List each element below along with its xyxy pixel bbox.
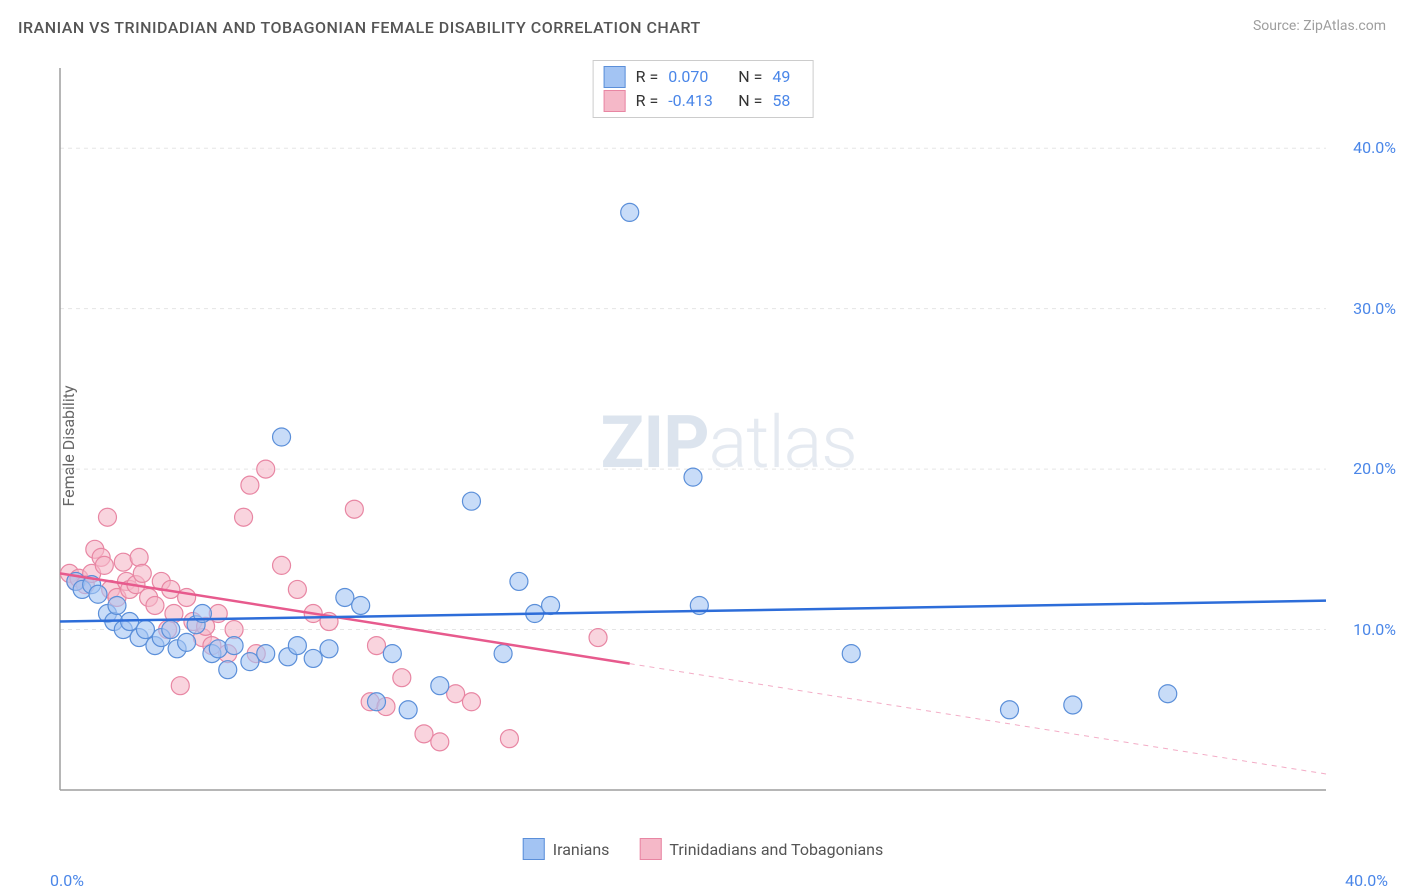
y-tick-label: 30.0% [1353, 299, 1396, 318]
x-tick-min: 0.0% [50, 871, 84, 890]
x-tick-max: 40.0% [1345, 871, 1388, 890]
series-legend: Iranians Trinidadians and Tobagonians [523, 838, 884, 860]
swatch-blue-icon [604, 66, 626, 88]
legend-item-blue: Iranians [523, 838, 610, 860]
chart-title: IRANIAN VS TRINIDADIAN AND TOBAGONIAN FE… [18, 18, 701, 37]
swatch-blue-icon [523, 838, 545, 860]
n-label: N = [738, 65, 762, 89]
source-attribution: Source: ZipAtlas.com [1253, 18, 1386, 34]
r-label: R = [636, 89, 659, 113]
y-tick-label: 40.0% [1353, 138, 1396, 157]
r-label: R = [636, 65, 659, 89]
n-label: N = [738, 89, 762, 113]
chart-container: IRANIAN VS TRINIDADIAN AND TOBAGONIAN FE… [0, 0, 1406, 892]
swatch-pink-icon [639, 838, 661, 860]
chart-svg [50, 60, 1386, 820]
swatch-pink-icon [604, 90, 626, 112]
legend-label: Trinidadians and Tobagonians [669, 840, 883, 859]
legend-label: Iranians [553, 840, 610, 859]
r-value: -0.413 [668, 89, 728, 113]
stats-row-pink: R = -0.413 N = 58 [604, 89, 803, 113]
stats-row-blue: R = 0.070 N = 49 [604, 65, 803, 89]
n-value: 58 [772, 89, 802, 113]
legend-item-pink: Trinidadians and Tobagonians [639, 838, 883, 860]
n-value: 49 [772, 65, 802, 89]
r-value: 0.070 [668, 65, 728, 89]
y-tick-label: 20.0% [1353, 459, 1396, 478]
stats-legend: R = 0.070 N = 49 R = -0.413 N = 58 [593, 60, 814, 118]
y-tick-label: 10.0% [1353, 620, 1396, 639]
plot-area [50, 60, 1386, 820]
